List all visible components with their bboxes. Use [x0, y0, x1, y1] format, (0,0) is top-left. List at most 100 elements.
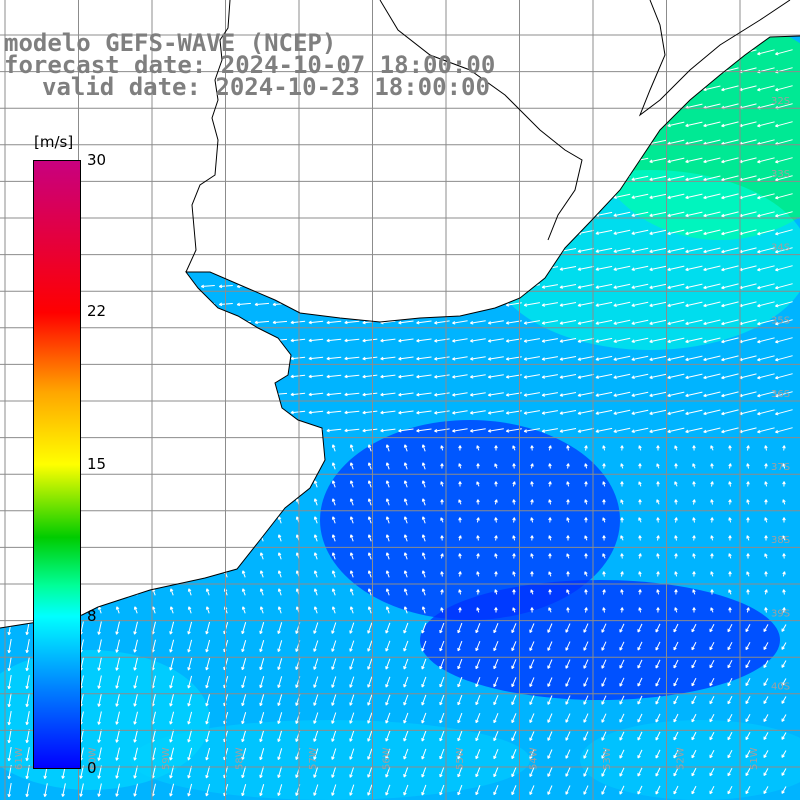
- wind-arrow: [367, 748, 373, 760]
- wind-arrow: [187, 765, 193, 779]
- wind-arrow: [673, 731, 679, 741]
- wind-arrow: [344, 176, 360, 181]
- wind-arrow: [290, 356, 306, 361]
- wind-arrow: [326, 428, 342, 433]
- wind-arrow: [344, 158, 360, 163]
- wind-arrow: [313, 480, 318, 488]
- wind-arrow: [673, 677, 679, 687]
- wind-arrow: [656, 607, 660, 613]
- wind-arrow: [775, 49, 793, 56]
- wind-arrow: [290, 392, 306, 397]
- wind-arrow: [165, 194, 179, 199]
- wind-arrow: [440, 571, 444, 577]
- wind-arrow: [277, 480, 282, 488]
- wind-arrow: [631, 265, 649, 271]
- wind-arrow: [115, 747, 120, 761]
- wind-arrow: [254, 158, 270, 163]
- wind-arrow: [721, 391, 739, 398]
- wind-arrow: [3, 302, 16, 306]
- wind-arrow: [331, 694, 337, 706]
- wind-arrow: [565, 731, 571, 741]
- wind-arrow: [241, 570, 246, 578]
- wind-arrow: [764, 481, 768, 487]
- wind-arrow: [183, 428, 197, 433]
- wind-arrow: [25, 783, 30, 798]
- wind-arrow: [613, 301, 631, 307]
- wind-arrow: [344, 140, 360, 145]
- wind-arrow: [548, 553, 552, 559]
- wind-arrow: [151, 552, 156, 560]
- latitude-label: 33S: [771, 169, 790, 180]
- wind-arrow: [254, 266, 270, 271]
- wind-arrow: [97, 765, 102, 779]
- wind-arrow: [236, 374, 251, 379]
- wind-arrow: [403, 676, 409, 688]
- wind-arrow: [439, 622, 445, 634]
- wind-arrow: [183, 158, 197, 163]
- wind-arrow: [25, 639, 30, 654]
- wind-arrow: [421, 658, 427, 670]
- wind-arrow: [746, 589, 750, 595]
- weak-wind-zone: [420, 580, 780, 700]
- wind-arrow: [169, 516, 174, 524]
- wind-arrow: [183, 302, 197, 307]
- wind-arrow: [277, 766, 283, 779]
- longitude-labels: 61W 60W 59W 58W 57W 56W 55W 54W 53W 52W 51W: [14, 747, 760, 770]
- wind-arrow: [745, 660, 751, 669]
- wind-arrow: [331, 730, 337, 742]
- wind-arrow: [147, 140, 161, 144]
- wind-arrow: [398, 302, 414, 307]
- wind-arrow: [470, 410, 486, 415]
- wind-arrow: [165, 212, 179, 217]
- wind-arrow: [577, 337, 595, 343]
- wind-arrow: [673, 713, 679, 723]
- wind-arrow: [620, 445, 624, 451]
- wind-arrow: [169, 729, 175, 743]
- wind-arrow: [601, 785, 607, 795]
- wind-arrow: [452, 176, 468, 181]
- wind-arrow: [667, 247, 685, 254]
- wind-arrow: [133, 534, 138, 542]
- wind-arrow: [511, 641, 517, 652]
- wind-arrow: [781, 624, 787, 632]
- forecast-date: forecast date: 2024-10-07 18:00:00: [4, 51, 496, 79]
- wind-arrow: [344, 374, 360, 379]
- wind-arrow: [493, 659, 499, 670]
- wind-arrow: [367, 676, 373, 688]
- wind-arrow: [25, 711, 30, 726]
- wind-arrow: [470, 392, 486, 397]
- wind-arrow: [183, 410, 197, 415]
- wind-arrow: [583, 641, 589, 651]
- wind-arrow: [3, 212, 16, 216]
- wind-arrow: [655, 767, 661, 777]
- wind-arrow: [344, 356, 360, 361]
- wind-arrow: [344, 248, 360, 253]
- wind-arrow: [147, 212, 161, 216]
- wind-arrow: [709, 659, 715, 669]
- wind-arrow: [25, 657, 30, 672]
- wind-arrow: [3, 266, 16, 270]
- wind-arrow: [416, 356, 432, 361]
- wind-arrow: [494, 571, 498, 577]
- wind-arrow: [620, 553, 624, 559]
- wind-arrow: [529, 695, 535, 705]
- wind-arrow: [380, 122, 396, 127]
- wind-arrow: [133, 606, 138, 614]
- wind-arrow: [93, 176, 107, 180]
- wind-arrow: [775, 319, 793, 326]
- border-line: [379, 0, 583, 241]
- wind-arrow: [259, 606, 264, 614]
- wind-arrow: [692, 499, 696, 505]
- wind-arrow: [649, 337, 667, 344]
- wind-arrow: [129, 158, 143, 162]
- wind-arrow: [457, 640, 463, 652]
- wind-arrow: [133, 747, 138, 761]
- wind-arrow: [272, 266, 288, 271]
- wind-arrow: [548, 463, 552, 469]
- wind-arrow: [613, 211, 631, 217]
- wind-arrow: [476, 535, 480, 541]
- wind-arrow: [7, 462, 12, 470]
- wind-arrow: [308, 302, 324, 307]
- wind-arrow: [620, 535, 624, 541]
- wind-arrow: [727, 677, 733, 687]
